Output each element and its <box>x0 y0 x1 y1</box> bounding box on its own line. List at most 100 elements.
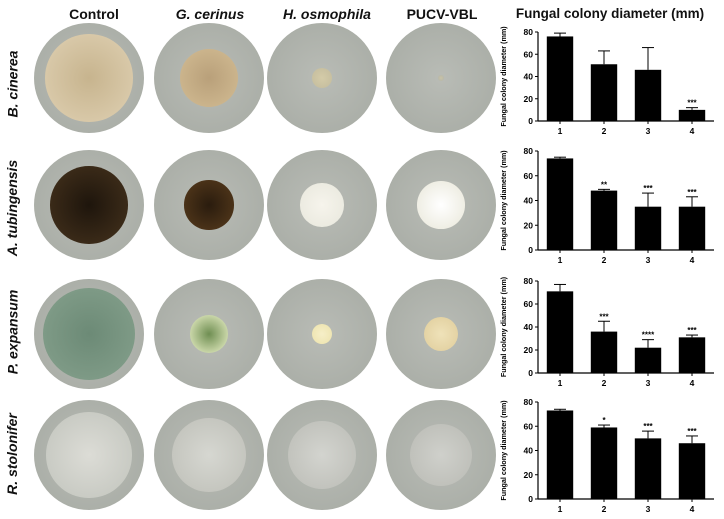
bar <box>590 64 618 121</box>
y-tick-label: 0 <box>528 245 533 255</box>
significance-label: *** <box>687 188 697 197</box>
row-label-p-expansum: P. expansum <box>4 289 20 375</box>
fungal-colony <box>438 75 444 81</box>
y-tick-label: 0 <box>528 368 533 378</box>
bar <box>590 331 618 373</box>
header-g-cerinus: G. cerinus <box>175 6 245 22</box>
header-control: Control <box>69 6 119 22</box>
fungal-colony <box>409 423 473 487</box>
header-pucv-vbl: PUCV-VBL <box>406 6 478 22</box>
x-tick-label: 3 <box>646 126 651 136</box>
y-tick-label: 80 <box>524 276 534 286</box>
bar <box>546 410 574 499</box>
x-tick-label: 2 <box>602 504 607 514</box>
petri-dish <box>386 150 496 260</box>
fungal-colony <box>179 48 239 108</box>
x-tick-label: 1 <box>558 255 563 265</box>
significance-label: *** <box>599 312 609 321</box>
x-tick-label: 4 <box>690 126 695 136</box>
x-tick-label: 4 <box>690 255 695 265</box>
bar <box>678 337 706 373</box>
x-tick-label: 2 <box>602 255 607 265</box>
petri-dish <box>267 23 377 133</box>
bar-chart-p-expansum: Fungal colony diameter (mm) 0 20 40 60 80 1 ***… <box>492 275 722 390</box>
y-tick-label: 40 <box>524 196 534 206</box>
x-tick-label: 3 <box>646 504 651 514</box>
significance-label: *** <box>643 184 653 193</box>
y-axis-label: Fungal colony diameter (mm) <box>499 400 508 501</box>
y-axis-label: Fungal colony diameter (mm) <box>499 276 508 377</box>
fungal-colony <box>46 412 132 498</box>
fungal-colony <box>50 166 128 244</box>
fungal-colony <box>311 323 333 345</box>
header-fungal-colony-diameter: Fungal colony diameter (mm) <box>515 6 705 21</box>
bar <box>590 190 618 250</box>
x-tick-label: 4 <box>690 378 695 388</box>
petri-dish <box>154 279 264 389</box>
fungal-colony <box>311 67 333 89</box>
petri-dish <box>386 23 496 133</box>
y-tick-label: 20 <box>524 470 534 480</box>
bar <box>678 109 706 121</box>
bar-chart-b-cinerea: Fungal colony diameter (mm) 0 20 40 60 80 1 2 3 *… <box>492 26 722 138</box>
y-tick-label: 0 <box>528 494 533 504</box>
significance-label: *** <box>687 99 697 108</box>
petri-dish <box>154 400 264 510</box>
bar-chart-a-tubingensis: Fungal colony diameter (mm) 0 20 40 60 80 1 ** 2… <box>492 145 722 267</box>
petri-dish <box>267 400 377 510</box>
x-tick-label: 1 <box>558 126 563 136</box>
petri-dish <box>34 23 144 133</box>
y-tick-label: 40 <box>524 446 534 456</box>
y-tick-label: 80 <box>524 397 534 407</box>
fungal-colony <box>190 315 228 353</box>
bar <box>634 438 662 499</box>
x-tick-label: 4 <box>690 504 695 514</box>
bar <box>678 206 706 250</box>
petri-dish <box>34 279 144 389</box>
significance-label: **** <box>642 331 655 340</box>
significance-label: *** <box>687 427 697 436</box>
y-axis-label: Fungal colony diameter (mm) <box>499 150 508 251</box>
fungal-colony <box>172 418 246 492</box>
y-tick-label: 20 <box>524 94 534 104</box>
bar <box>678 443 706 499</box>
fungal-colony <box>417 181 465 229</box>
x-tick-label: 1 <box>558 504 563 514</box>
y-tick-label: 80 <box>524 27 534 37</box>
y-tick-label: 60 <box>524 171 534 181</box>
significance-label: *** <box>687 326 697 335</box>
bar <box>634 347 662 373</box>
petri-dish <box>34 150 144 260</box>
y-axis-label: Fungal colony diameter (mm) <box>499 26 508 127</box>
bar <box>634 69 662 121</box>
significance-label: * <box>602 416 606 425</box>
y-tick-label: 80 <box>524 146 534 156</box>
fungal-colony <box>42 287 136 381</box>
y-tick-label: 0 <box>528 116 533 126</box>
y-tick-label: 20 <box>524 345 534 355</box>
y-tick-label: 20 <box>524 220 534 230</box>
significance-label: *** <box>643 422 653 431</box>
fungal-colony <box>184 180 234 230</box>
y-tick-label: 40 <box>524 322 534 332</box>
row-label-b-cinerea: B. cinerea <box>4 50 20 118</box>
y-tick-label: 40 <box>524 72 534 82</box>
bar <box>546 158 574 250</box>
x-tick-label: 3 <box>646 255 651 265</box>
y-tick-label: 60 <box>524 299 534 309</box>
bar-chart-r-stolonifer: Fungal colony diameter (mm) 0 20 40 60 80 1 * 2 *… <box>492 396 722 516</box>
significance-label: ** <box>601 180 608 189</box>
bar <box>546 291 574 373</box>
bar <box>634 206 662 250</box>
petri-dish <box>154 23 264 133</box>
fungal-colony <box>45 34 133 122</box>
petri-dish <box>267 150 377 260</box>
fungal-colony <box>287 420 357 490</box>
bar <box>590 427 618 499</box>
x-tick-label: 1 <box>558 378 563 388</box>
x-tick-label: 3 <box>646 378 651 388</box>
row-label-a-tubingensis: A. tubingensis <box>4 159 21 257</box>
petri-dish <box>34 400 144 510</box>
x-tick-label: 2 <box>602 378 607 388</box>
y-tick-label: 60 <box>524 421 534 431</box>
